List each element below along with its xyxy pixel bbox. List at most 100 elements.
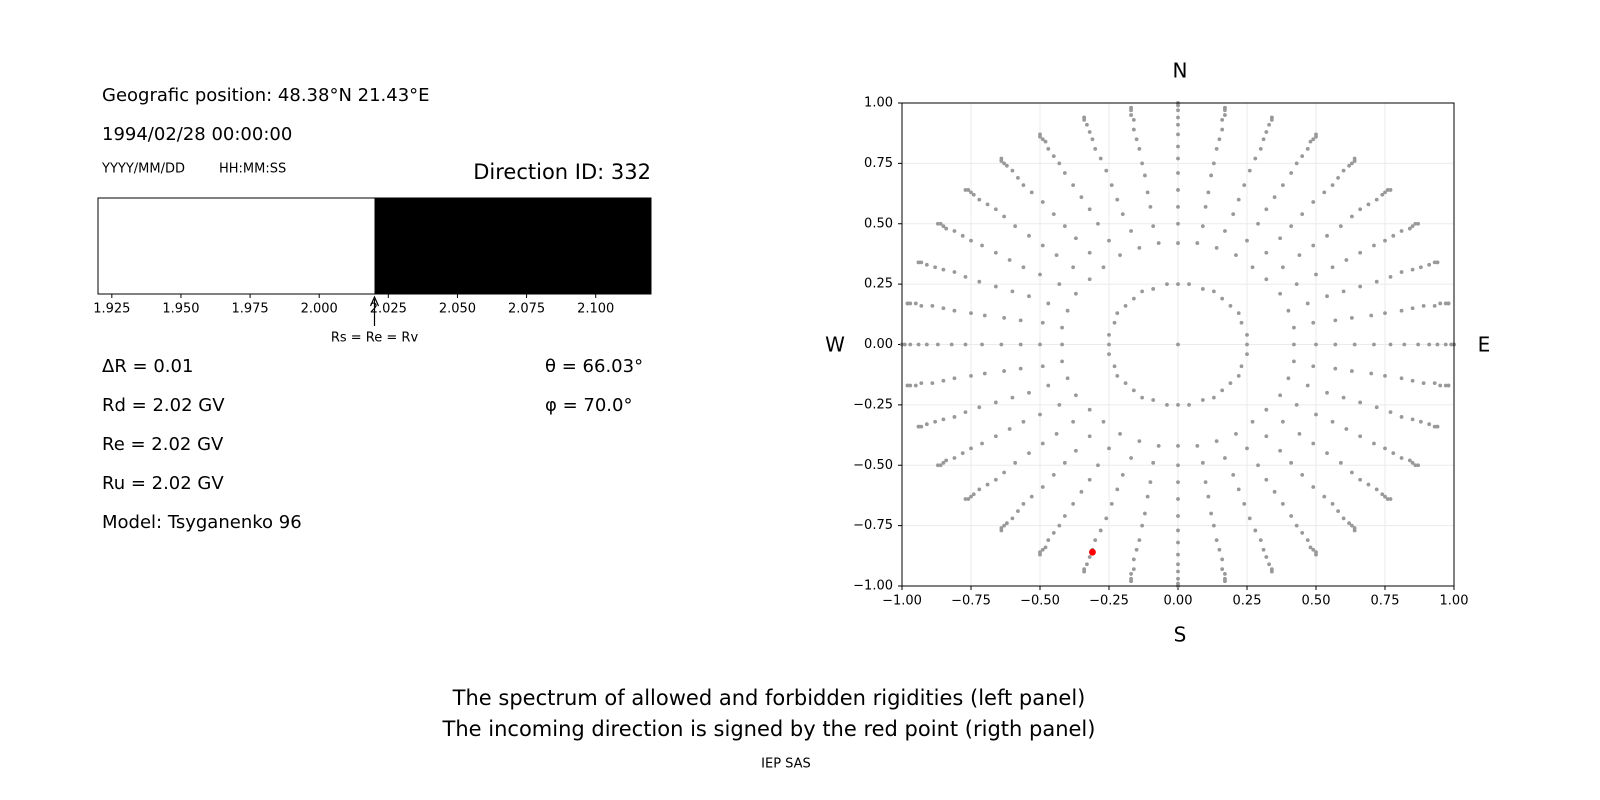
- scatter-point: [1435, 260, 1440, 265]
- scatter-point: [1311, 364, 1316, 369]
- scatter-point: [941, 378, 946, 383]
- scatter-point: [1344, 258, 1349, 262]
- scatter-point: [1391, 233, 1396, 238]
- scatter-point: [969, 494, 973, 499]
- scatter-point: [1085, 562, 1089, 567]
- scatter-point: [1109, 183, 1114, 188]
- scatter-point: [1349, 523, 1354, 528]
- compass-north: N: [1173, 59, 1188, 83]
- scatter-point: [933, 419, 938, 424]
- scatter-point: [1145, 190, 1150, 195]
- scatter-point: [1217, 547, 1222, 552]
- scatter-point: [1344, 427, 1349, 431]
- scatter-point: [930, 303, 935, 308]
- scatter-point: [1027, 390, 1031, 395]
- rd: Rd = 2.02 GV: [102, 395, 225, 416]
- scatter-point: [1341, 516, 1346, 521]
- scatter-point: [1311, 137, 1316, 142]
- scatter-point: [1330, 183, 1335, 188]
- scatter-point: [1391, 451, 1396, 456]
- scatter-point: [1129, 113, 1133, 117]
- scatter-point: [1071, 419, 1076, 424]
- scatter-point: [1374, 197, 1379, 202]
- scatter-point: [1051, 473, 1056, 477]
- scatter-point: [1407, 226, 1412, 231]
- scatter-point: [1388, 274, 1393, 279]
- scatter-point: [982, 371, 987, 376]
- scatter-point: [1195, 241, 1200, 245]
- scatter-point: [1200, 398, 1205, 402]
- scatter-point: [1223, 229, 1227, 233]
- scatter-point: [1278, 393, 1283, 398]
- scatter-point: [944, 226, 949, 231]
- scatter-point: [1176, 528, 1180, 533]
- scatter-point: [1107, 332, 1111, 337]
- scatter-point: [1109, 501, 1114, 506]
- scatter-point: [1223, 105, 1227, 110]
- scatter-point: [952, 270, 957, 274]
- x-tick-label: −0.75: [951, 594, 991, 609]
- scatter-point: [1018, 366, 1023, 371]
- scatter-point: [1292, 359, 1296, 364]
- scatter-point: [1010, 395, 1015, 400]
- scatter-point: [1040, 485, 1045, 489]
- scatter-point: [1383, 494, 1387, 499]
- scatter-point: [1347, 163, 1352, 168]
- scatter-point: [1256, 463, 1260, 468]
- scatter-point: [1021, 419, 1026, 424]
- x-tick-label: 1.00: [1440, 594, 1469, 609]
- scatter-point: [1300, 212, 1305, 216]
- scatter-point: [1209, 173, 1214, 178]
- scatter-point: [1134, 547, 1139, 552]
- scatter-point: [1002, 316, 1007, 320]
- scatter-point: [1079, 195, 1084, 200]
- scatter-point: [1176, 204, 1180, 209]
- scatter-point: [993, 207, 998, 212]
- scatter-point: [1418, 265, 1423, 270]
- scatter-point: [993, 477, 998, 482]
- x-tick-label: 2.100: [577, 302, 614, 317]
- scatter-point: [1297, 431, 1302, 436]
- scatter-point: [1176, 122, 1180, 127]
- scatter-point: [1267, 562, 1271, 567]
- scatter-point: [1383, 238, 1387, 243]
- scatter-point: [1245, 342, 1249, 347]
- scatter-point: [1176, 497, 1180, 501]
- scatter-point: [1176, 562, 1180, 567]
- scatter-point: [1236, 311, 1241, 316]
- scatter-point: [1073, 393, 1078, 398]
- scatter-point: [1038, 132, 1042, 137]
- scatter-point: [952, 308, 957, 313]
- scatter-point: [1038, 272, 1042, 277]
- compass-east: E: [1478, 333, 1491, 357]
- scatter-point: [1383, 446, 1387, 451]
- scatter-point: [1040, 320, 1045, 325]
- scatter-point: [1435, 424, 1440, 429]
- scatter-point: [1383, 373, 1387, 378]
- scatter-point: [908, 383, 913, 388]
- scatter-point: [993, 284, 998, 289]
- scatter-point: [1242, 501, 1247, 506]
- scatter-point: [1151, 287, 1156, 291]
- scatter-point: [919, 303, 924, 308]
- scatter-point: [980, 342, 984, 347]
- scatter-point: [1057, 282, 1062, 287]
- scatter-point: [966, 188, 971, 192]
- scatter-point: [1123, 303, 1128, 308]
- scatter-point: [1399, 229, 1404, 233]
- scatter-point: [1443, 342, 1448, 347]
- scatter-point: [1051, 530, 1056, 535]
- scatter-point: [1308, 545, 1313, 550]
- scatter-point: [1236, 487, 1241, 492]
- scatter-point: [969, 238, 973, 243]
- scatter-point: [913, 383, 918, 388]
- scatter-point: [1220, 567, 1225, 571]
- scatter-point: [1399, 415, 1404, 419]
- scatter-point: [1027, 233, 1031, 238]
- scatter-point: [1098, 156, 1103, 161]
- scatter-point: [1021, 501, 1026, 506]
- scatter-point: [966, 497, 971, 501]
- scatter-point: [1195, 444, 1200, 448]
